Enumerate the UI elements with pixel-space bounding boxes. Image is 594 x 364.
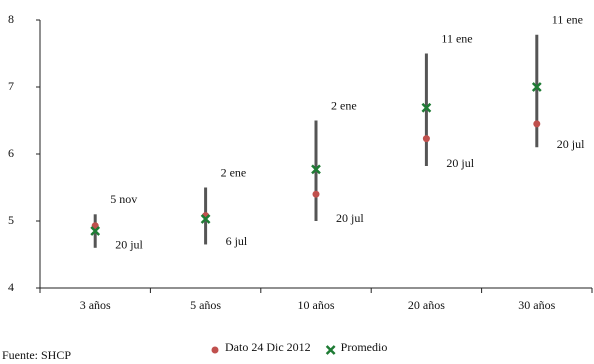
low-label: 6 jul [226,234,248,248]
low-label: 20 jul [115,238,143,252]
legend-promedio [325,345,336,355]
x-tick-label: 5 años [190,298,221,312]
x-tick-label: 30 años [518,298,555,312]
low-label: 20 jul [446,156,474,170]
y-tick-label: 6 [8,146,14,160]
low-label: 20 jul [557,137,585,151]
dato-marker [533,120,541,128]
low-label: 20 jul [336,211,364,225]
promedio-marker [90,226,101,236]
x-tick-label: 3 años [80,298,111,312]
dato-marker [422,135,430,143]
high-label: 11 ene [441,31,472,45]
x-tick-label: 10 años [298,298,335,312]
dato-marker [312,190,320,198]
source: Fuente: SHCP [2,348,71,362]
x-tick-label: 20 años [408,298,445,312]
promedio-marker [531,82,542,92]
high-label: 11 ene [552,12,583,26]
y-tick-label: 5 [8,213,14,227]
legend-label: Dato 24 Dic 2012 [225,340,311,354]
promedio-marker [311,164,321,175]
promedio-marker [421,102,432,113]
y-tick-label: 7 [8,79,14,93]
legend-label: Promedio [341,340,388,354]
dato-marker [91,222,99,230]
legend-dato [211,346,219,354]
high-label: 2 ene [221,165,247,179]
promedio-marker [200,214,211,224]
y-tick-label: 8 [8,12,14,26]
y-tick-label: 4 [8,280,14,294]
high-label: 2 ene [331,98,357,112]
high-label: 5 nov [110,192,137,206]
